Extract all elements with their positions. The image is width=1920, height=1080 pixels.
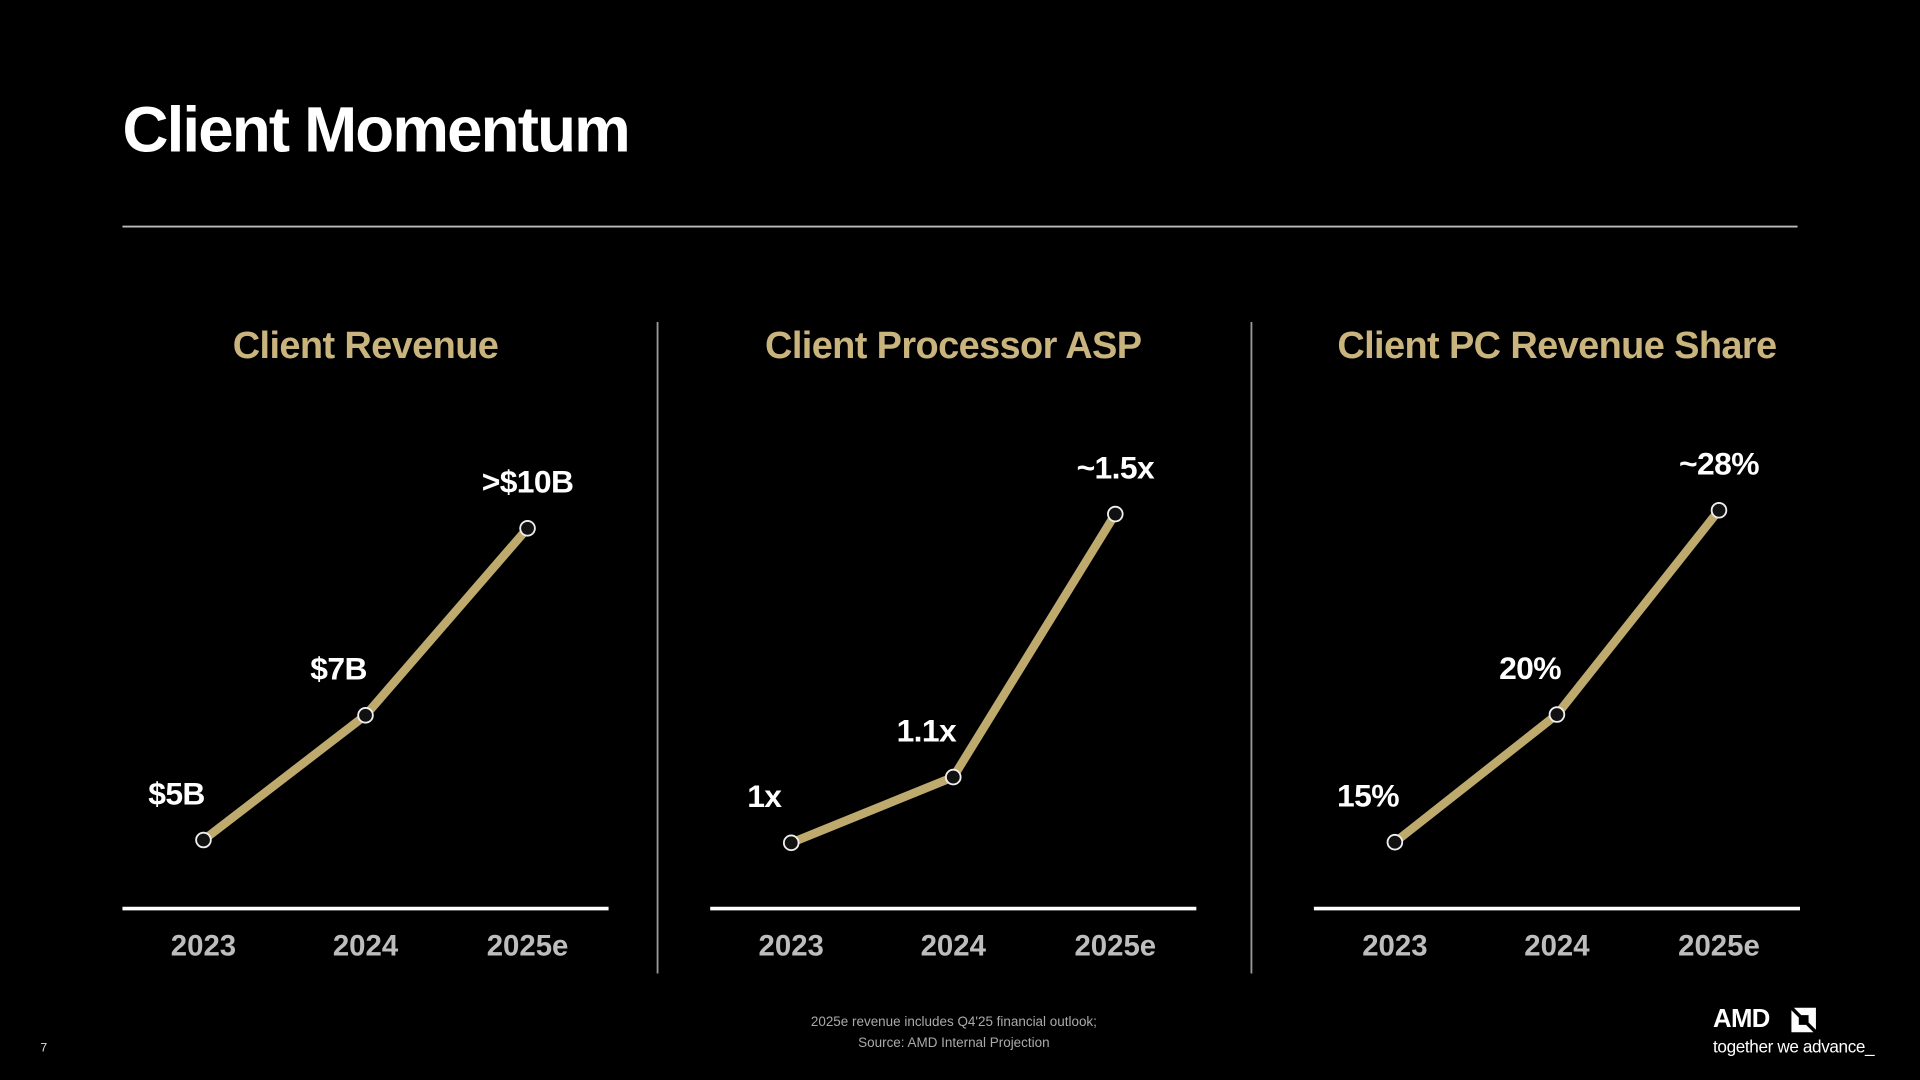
chart-title: Client Revenue — [233, 325, 498, 367]
point — [945, 768, 962, 786]
point — [782, 834, 800, 852]
data-label: ~1.5x — [1077, 449, 1155, 485]
point — [519, 520, 536, 537]
data-label: 1x — [747, 778, 782, 814]
x-tick-label: 2024 — [333, 930, 399, 963]
x-tick-label: 2024 — [921, 930, 987, 963]
x-tick-label: 2025e — [1074, 930, 1156, 963]
slide-title: Client Momentum — [122, 95, 628, 166]
data-label: 15% — [1337, 778, 1399, 814]
point — [195, 831, 212, 849]
footnote: 2025e revenue includes Q4'25 financial o… — [811, 1014, 1097, 1029]
point — [1710, 502, 1728, 519]
brand-logo: AMD — [1713, 1005, 1770, 1033]
x-tick-label: 2023 — [1362, 930, 1427, 963]
chart-title: Client Processor ASP — [765, 325, 1141, 367]
point — [1548, 706, 1566, 723]
x-tick-label: 2023 — [759, 930, 824, 963]
brand-tagline: together we advance_ — [1713, 1037, 1875, 1057]
chart-title: Client PC Revenue Share — [1337, 325, 1776, 367]
data-label: 20% — [1499, 650, 1561, 686]
x-tick-label: 2024 — [1524, 930, 1590, 963]
data-label: >$10B — [482, 464, 574, 500]
data-label: ~28% — [1679, 446, 1759, 482]
x-tick-label: 2025e — [487, 930, 569, 963]
point — [357, 707, 374, 724]
brand-mark — [1791, 1007, 1816, 1033]
x-tick-label: 2025e — [1678, 930, 1760, 963]
page-number: 7 — [40, 1040, 47, 1054]
point — [1386, 833, 1404, 851]
point — [1107, 505, 1124, 523]
footnote: Source: AMD Internal Projection — [858, 1035, 1049, 1050]
data-label: $7B — [310, 651, 367, 687]
x-tick-label: 2023 — [171, 930, 236, 963]
data-label: 1.1x — [897, 712, 957, 748]
data-label: $5B — [148, 775, 205, 811]
